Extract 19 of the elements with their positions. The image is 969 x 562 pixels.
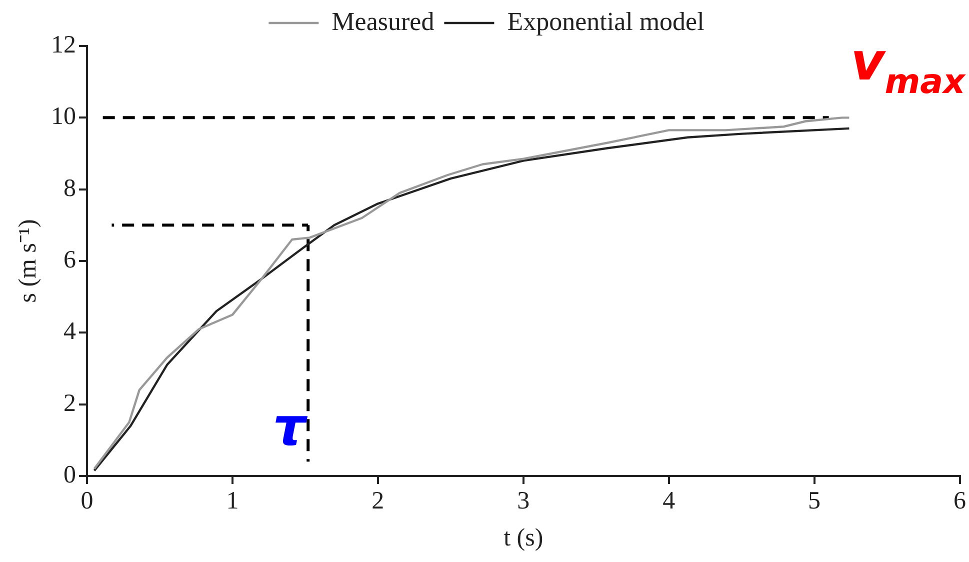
x-tick-label: 2: [372, 488, 384, 515]
x-tick-label: 6: [954, 488, 966, 515]
y-tick-label: 4: [64, 318, 76, 346]
x-tick-label: 5: [808, 488, 821, 515]
x-axis-title: t (s): [504, 524, 544, 552]
y-tick-label: 10: [51, 103, 76, 130]
y-tick-label: 12: [51, 32, 76, 59]
x-tick-label: 4: [662, 488, 676, 515]
y-tick-label: 8: [64, 174, 76, 202]
x-tick-label: 3: [517, 488, 530, 515]
x-tick-label: 0: [80, 488, 94, 515]
y-tick-label: 0: [64, 462, 76, 489]
y-axis-title: s (m s⁻¹): [14, 219, 42, 303]
annotation: τ: [272, 398, 308, 458]
legend-label: Exponential model: [507, 6, 704, 36]
y-tick-label: 2: [64, 390, 76, 417]
legend-label: Measured: [332, 6, 434, 36]
y-tick-label: 6: [64, 246, 76, 274]
x-tick-label: 1: [226, 488, 239, 515]
